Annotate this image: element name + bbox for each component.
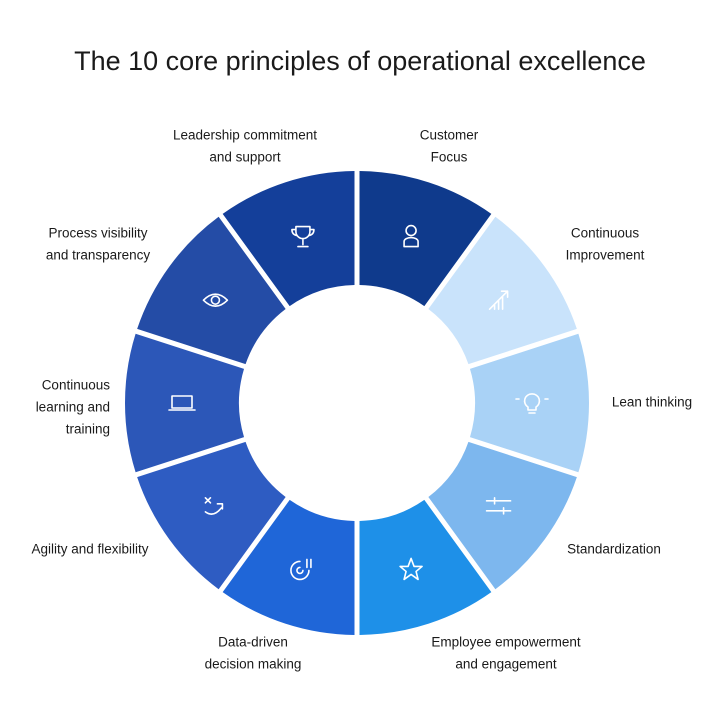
segment bbox=[428, 441, 577, 590]
segment-icon bbox=[485, 497, 512, 515]
segment-icon bbox=[291, 225, 315, 248]
segment-label: Lean thinking bbox=[612, 395, 692, 410]
segment-label: and engagement bbox=[455, 657, 557, 672]
segment-label: Customer bbox=[420, 128, 479, 143]
segment bbox=[222, 499, 355, 635]
segment-label: Continuous bbox=[42, 378, 111, 393]
segment-icon bbox=[168, 395, 196, 411]
segment-icon bbox=[488, 290, 509, 310]
segment-icon bbox=[399, 557, 423, 581]
segment-icon bbox=[403, 224, 419, 248]
segment-label: Employee empowerment bbox=[431, 635, 581, 650]
segment-label: Standardization bbox=[567, 542, 661, 557]
segment bbox=[469, 333, 589, 473]
segment-icon bbox=[202, 293, 229, 307]
segment-label: learning and bbox=[36, 400, 110, 415]
title: The 10 core principles of operational ex… bbox=[74, 46, 646, 76]
segment-label: Improvement bbox=[566, 248, 645, 263]
segment-icon bbox=[290, 558, 312, 581]
segment-icon bbox=[515, 393, 549, 414]
segment bbox=[222, 171, 355, 307]
segment bbox=[137, 441, 286, 590]
segment-label: Agility and flexibility bbox=[31, 542, 148, 557]
segment-label: Data-driven bbox=[218, 635, 288, 650]
segment-label: Focus bbox=[431, 150, 468, 165]
segment-label: and support bbox=[209, 150, 281, 165]
segment-label: training bbox=[66, 422, 110, 437]
segment bbox=[124, 333, 245, 473]
segment-label: Leadership commitment bbox=[173, 128, 317, 143]
segment bbox=[359, 499, 492, 635]
segment-label: Process visibility bbox=[48, 226, 147, 241]
segment-label: and transparency bbox=[46, 248, 151, 263]
segment bbox=[137, 216, 286, 365]
segment bbox=[359, 171, 492, 307]
segment-label: Continuous bbox=[571, 226, 640, 241]
segment-label: decision making bbox=[205, 657, 302, 672]
segment-icon bbox=[204, 497, 224, 515]
